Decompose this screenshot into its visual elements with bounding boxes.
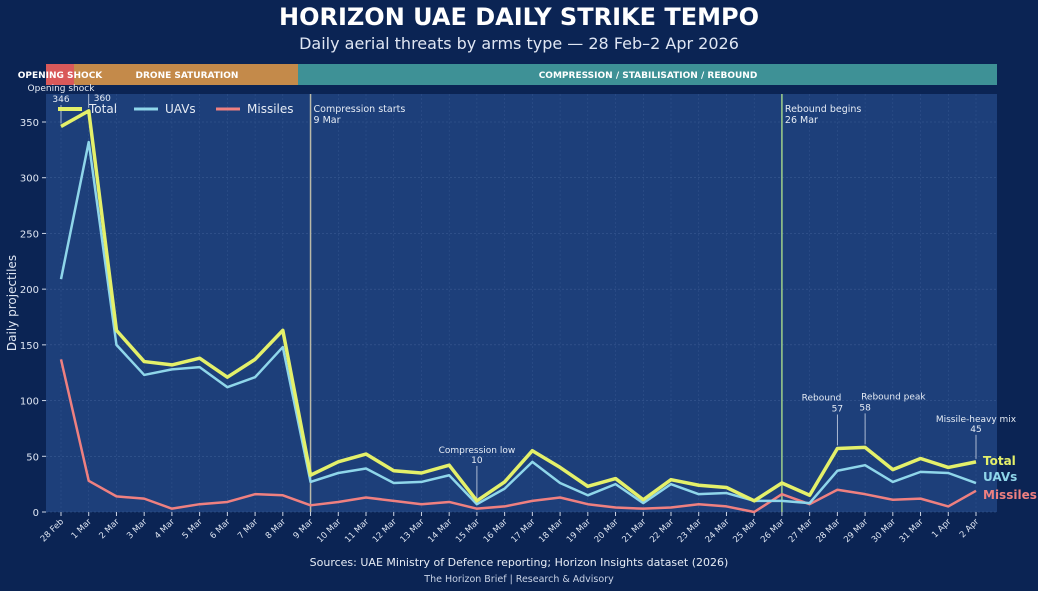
x-tick-label: 12 Mar: [371, 517, 399, 545]
x-tick-label: 4 Mar: [153, 517, 178, 542]
x-tick-label: 24 Mar: [704, 517, 732, 545]
annotation-label: Opening shock: [28, 84, 96, 94]
annotation-value: 10: [471, 456, 483, 466]
y-tick-label: 100: [20, 397, 39, 408]
x-tick-label: 2 Mar: [97, 517, 122, 542]
chart-title: HORIZON UAE DAILY STRIKE TEMPO: [279, 3, 759, 31]
x-tick-label: 1 Mar: [70, 517, 95, 542]
x-tick-label: 6 Mar: [208, 517, 233, 542]
y-tick-label: 300: [20, 174, 39, 185]
phase-label: OPENING SHOCK: [18, 71, 104, 81]
x-tick-label: 11 Mar: [343, 517, 371, 545]
sources-note: Sources: UAE Ministry of Defence reporti…: [309, 556, 729, 569]
series-line-missiles: [59, 359, 977, 514]
end-label: UAVs: [983, 470, 1017, 484]
plot-area: [46, 94, 997, 512]
legend-label: Total: [88, 102, 117, 116]
x-tick-label: 2 Apr: [958, 517, 982, 541]
legend-label: Missiles: [247, 102, 294, 116]
phase-label: COMPRESSION / STABILISATION / REBOUND: [539, 71, 758, 81]
x-tick-label: 28 Mar: [815, 517, 843, 545]
phase-band: [46, 64, 74, 85]
annotation-value: 346: [52, 95, 69, 105]
y-tick-label: 0: [33, 508, 39, 519]
x-tick-label: 7 Mar: [236, 517, 261, 542]
x-tick-label: 28 Feb: [39, 517, 66, 544]
annotation-value: 45: [970, 425, 981, 435]
y-tick-label: 250: [20, 229, 39, 240]
end-label: Total: [983, 454, 1016, 468]
x-tick-label: 29 Mar: [842, 517, 870, 545]
x-tick-label: 25 Mar: [731, 517, 759, 545]
x-tick-label: 17 Mar: [510, 517, 538, 545]
y-tick-label: 50: [26, 452, 39, 463]
x-tick-label: 3 Mar: [125, 517, 150, 542]
series-line-uavs: [59, 140, 977, 506]
x-tick-label: 5 Mar: [181, 517, 206, 542]
x-tick-label: 27 Mar: [787, 517, 815, 545]
x-tick-label: 18 Mar: [537, 517, 565, 545]
event-label: Compression starts: [314, 104, 406, 115]
x-tick-label: 10 Mar: [315, 517, 343, 545]
x-tick-label: 19 Mar: [565, 517, 593, 545]
x-tick-label: 9 Mar: [292, 517, 317, 542]
y-axis-label: Daily projectiles: [5, 255, 19, 351]
phase-band: [298, 64, 997, 85]
x-tick-label: 31 Mar: [898, 517, 926, 545]
annotation-label: Missile-heavy mix: [936, 415, 1017, 425]
x-tick-label: 14 Mar: [426, 517, 454, 545]
annotation-label: Rebound: [802, 393, 842, 403]
x-tick-label: 22 Mar: [648, 517, 676, 545]
x-tick-label: 23 Mar: [676, 517, 704, 545]
x-tick-label: 8 Mar: [264, 517, 289, 542]
x-tick-label: 20 Mar: [593, 517, 621, 545]
series-line-total: [60, 109, 977, 503]
annotation-value: 360: [94, 94, 111, 104]
y-tick-label: 200: [20, 285, 39, 296]
annotation-label: Rebound peak: [861, 392, 926, 402]
legend-label: UAVs: [165, 102, 196, 116]
x-tick-label: 21 Mar: [620, 517, 648, 545]
annotation-label: Compression low: [439, 446, 516, 456]
brand-note: The Horizon Brief | Research & Advisory: [424, 574, 614, 585]
x-tick-label: 30 Mar: [870, 517, 898, 545]
chart-subtitle: Daily aerial threats by arms type — 28 F…: [299, 34, 739, 53]
phase-band: [74, 64, 298, 85]
x-tick-label: 26 Mar: [759, 517, 787, 545]
x-tick-label: 16 Mar: [482, 517, 510, 545]
event-label: Rebound begins: [785, 104, 862, 115]
phase-label: DRONE SATURATION: [136, 71, 239, 81]
annotation-value: 57: [832, 404, 843, 414]
x-tick-label: 13 Mar: [399, 517, 427, 545]
event-date: 26 Mar: [785, 115, 818, 126]
end-label: Missiles: [983, 488, 1037, 502]
event-date: 9 Mar: [314, 115, 341, 126]
x-tick-label: 1 Apr: [930, 517, 954, 541]
annotation-value: 58: [859, 403, 871, 413]
x-tick-label: 15 Mar: [454, 517, 482, 545]
y-tick-label: 350: [20, 118, 39, 129]
y-tick-label: 150: [20, 341, 39, 352]
